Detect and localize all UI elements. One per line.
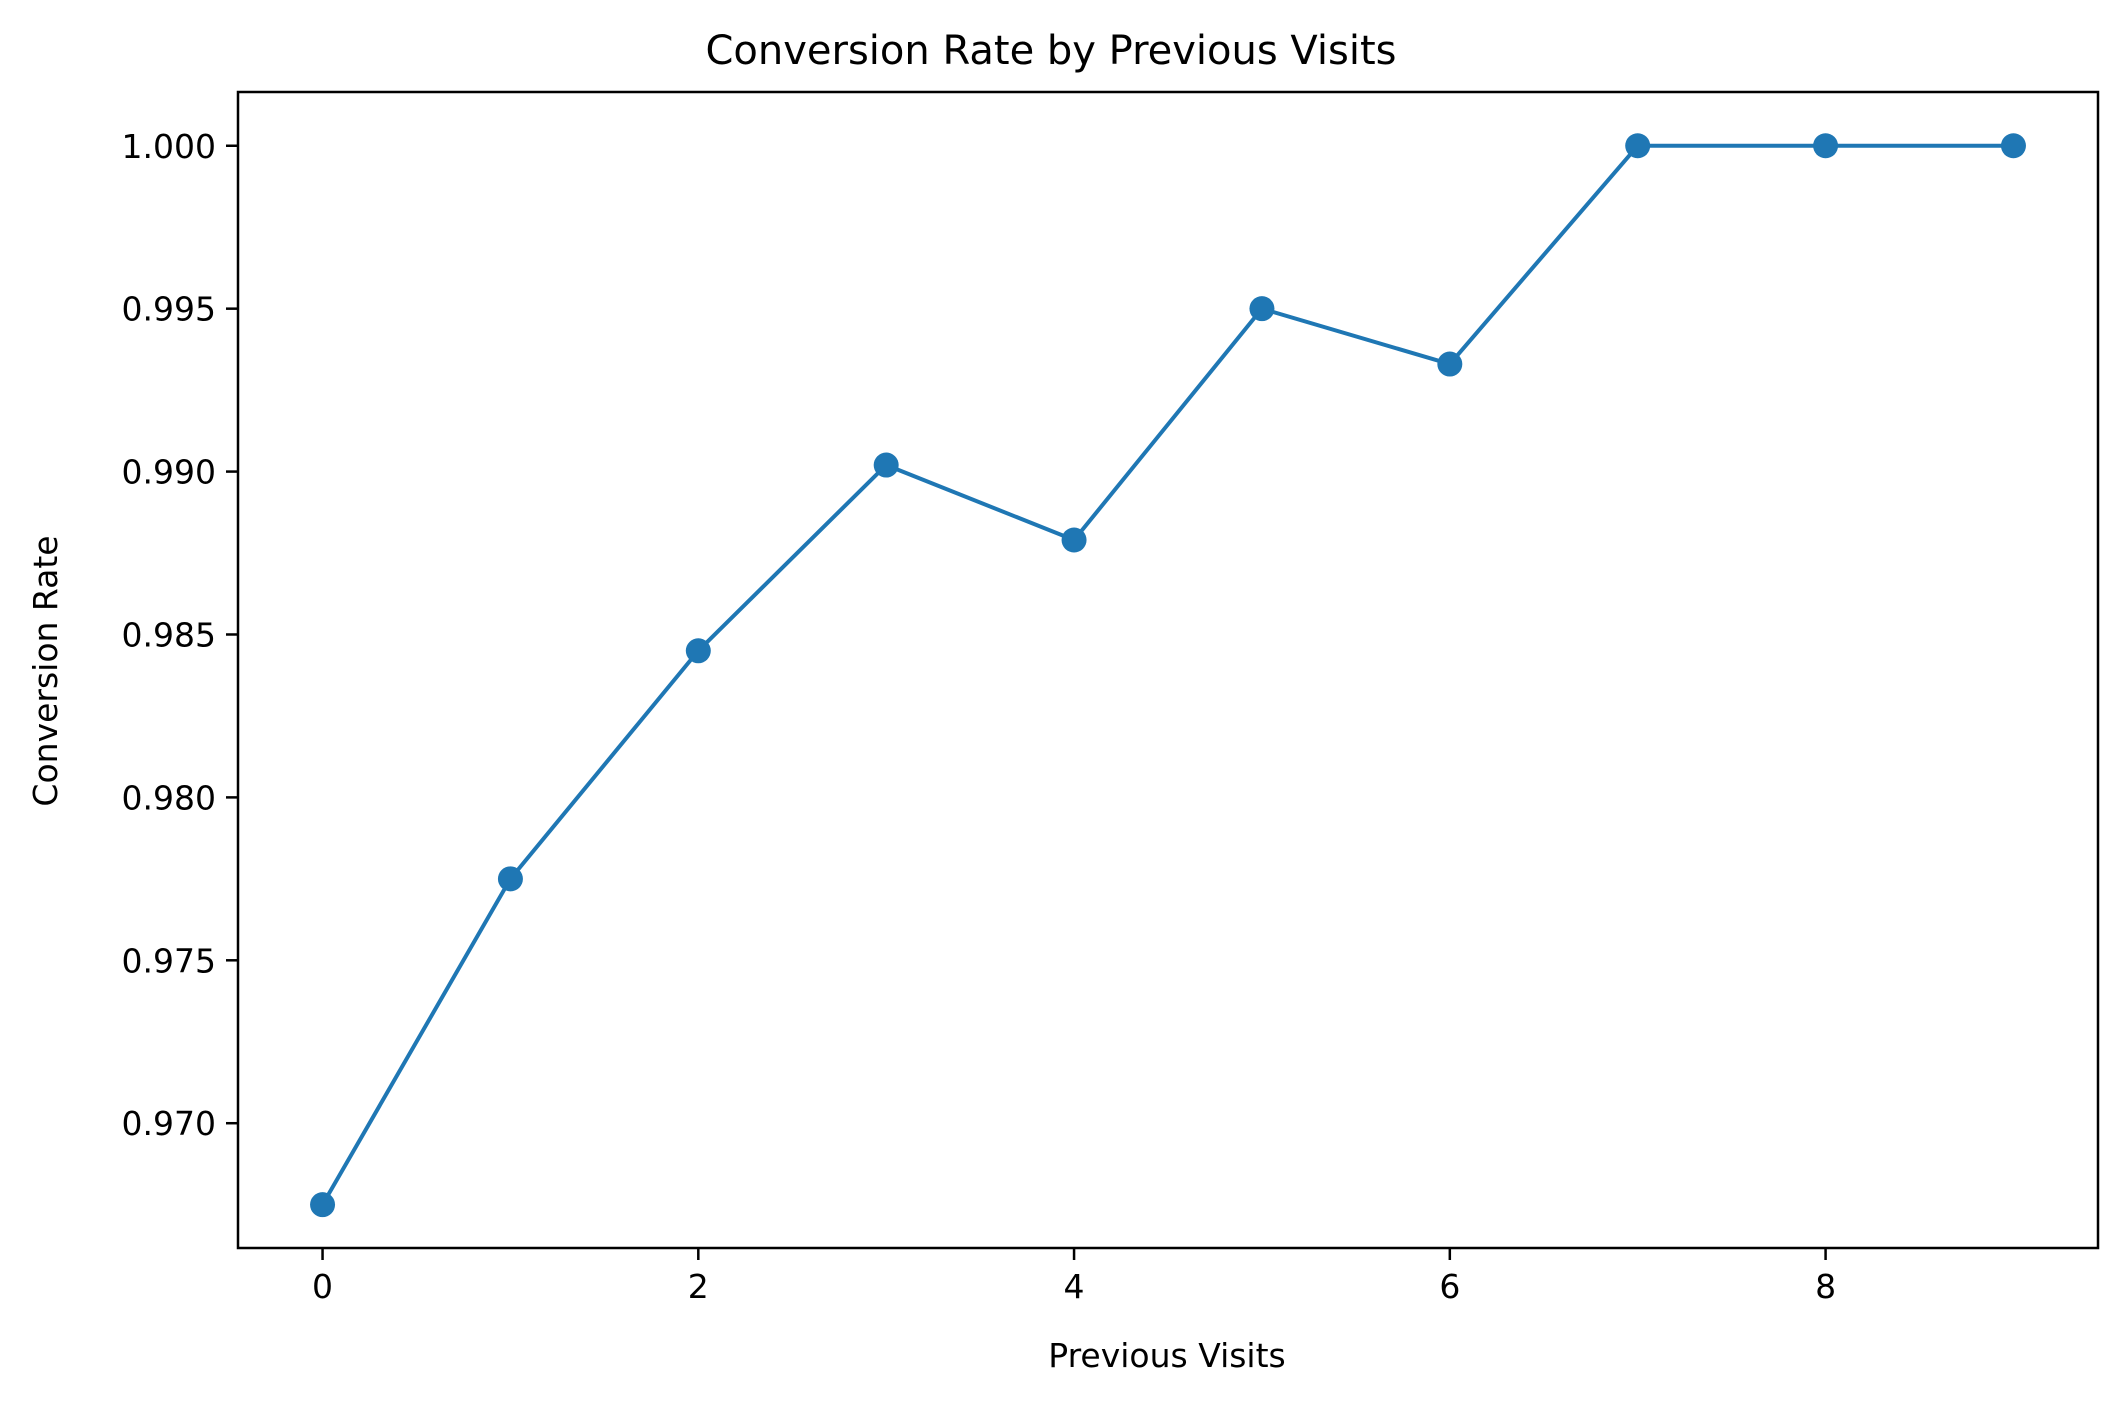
y-tick-label: 0.995	[122, 290, 216, 329]
y-tick-label: 0.985	[122, 615, 216, 654]
x-tick-label: 0	[312, 1267, 333, 1306]
x-axis-label: Previous Visits	[1048, 1336, 1285, 1375]
y-tick-label: 0.970	[122, 1104, 216, 1143]
x-tick-label: 4	[1064, 1267, 1085, 1306]
data-point	[310, 1192, 336, 1218]
y-tick-label: 1.000	[122, 127, 216, 166]
x-axis: 0 2 4 6 8	[312, 1248, 1836, 1306]
data-point	[1625, 133, 1651, 159]
plot-area	[310, 133, 2026, 1218]
data-point	[497, 866, 523, 892]
y-tick-label: 0.980	[122, 778, 216, 817]
data-point	[685, 638, 711, 664]
axes-frame	[236, 90, 2100, 1250]
y-axis: 0.970 0.975 0.980 0.985 0.990 0.995 1.000	[122, 127, 238, 1143]
data-point	[1813, 133, 1839, 159]
y-tick-label: 0.975	[122, 941, 216, 980]
x-tick-label: 8	[1815, 1267, 1836, 1306]
y-axis-label: Conversion Rate	[26, 535, 65, 806]
series-line	[320, 143, 2014, 1206]
data-point	[1437, 351, 1463, 377]
chart-title: Conversion Rate by Previous Visits	[705, 28, 1396, 74]
x-tick-label: 6	[1439, 1267, 1460, 1306]
data-point	[873, 452, 899, 478]
data-point	[2000, 133, 2026, 159]
data-point	[1061, 527, 1087, 553]
data-point	[1249, 296, 1275, 322]
y-tick-label: 0.990	[122, 453, 216, 492]
x-tick-label: 2	[688, 1267, 709, 1306]
